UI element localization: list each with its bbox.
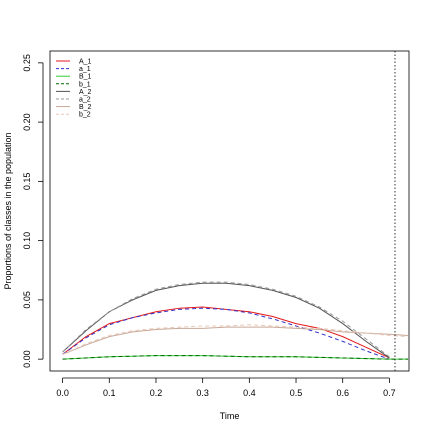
- series-line-b-2: [62, 324, 409, 355]
- x-tick-label: 0.7: [383, 388, 396, 398]
- x-tick-label: 0.2: [150, 388, 163, 398]
- y-tick-label: 0.25: [22, 54, 32, 72]
- x-tick-label: 0.3: [196, 388, 209, 398]
- y-tick-label: 0.20: [22, 113, 32, 131]
- legend-label-a-2: A_2: [79, 89, 92, 96]
- plot-area-frame: [49, 50, 410, 372]
- series-line-a-2: [62, 282, 390, 359]
- legend-label-b-1: B_1: [79, 74, 92, 81]
- legend-label-b-2: b_2: [79, 112, 91, 119]
- x-axis: 0.0 0.1 0.2 0.3 0.4 0.5 0.6 0.7: [56, 377, 396, 398]
- legend-label-b-2: B_2: [79, 104, 92, 111]
- legend-label-a-2: a_2: [79, 97, 91, 104]
- y-tick-label: 0.10: [22, 232, 32, 250]
- y-axis-label: Proportions of classes in the population: [3, 132, 13, 289]
- x-tick-label: 0.0: [56, 388, 69, 398]
- x-axis-label: Time: [220, 411, 240, 421]
- legend-label-a-1: a_1: [79, 66, 91, 73]
- legend: A_1a_1B_1b_1A_2a_2B_2b_2: [56, 59, 92, 119]
- legend-label-a-1: A_1: [79, 59, 92, 66]
- x-tick-label: 0.6: [336, 388, 349, 398]
- series-line-a-1: [62, 306, 390, 359]
- series-line-b-1: [62, 355, 409, 360]
- x-tick-label: 0.1: [103, 388, 116, 398]
- series-line-a-2: [62, 281, 390, 358]
- y-axis: 0.00 0.05 0.10 0.15 0.20 0.25: [22, 54, 44, 368]
- y-tick-label: 0.05: [22, 291, 32, 309]
- series-line-b-2: [62, 326, 409, 355]
- series-line-b-1: [62, 355, 409, 360]
- legend-label-b-1: b_1: [79, 81, 91, 88]
- x-tick-label: 0.4: [243, 388, 256, 398]
- series-layer: [62, 281, 409, 360]
- series-line-a-1: [62, 307, 390, 360]
- x-tick-label: 0.5: [290, 388, 303, 398]
- y-tick-label: 0.15: [22, 173, 32, 191]
- y-tick-label: 0.00: [22, 350, 32, 368]
